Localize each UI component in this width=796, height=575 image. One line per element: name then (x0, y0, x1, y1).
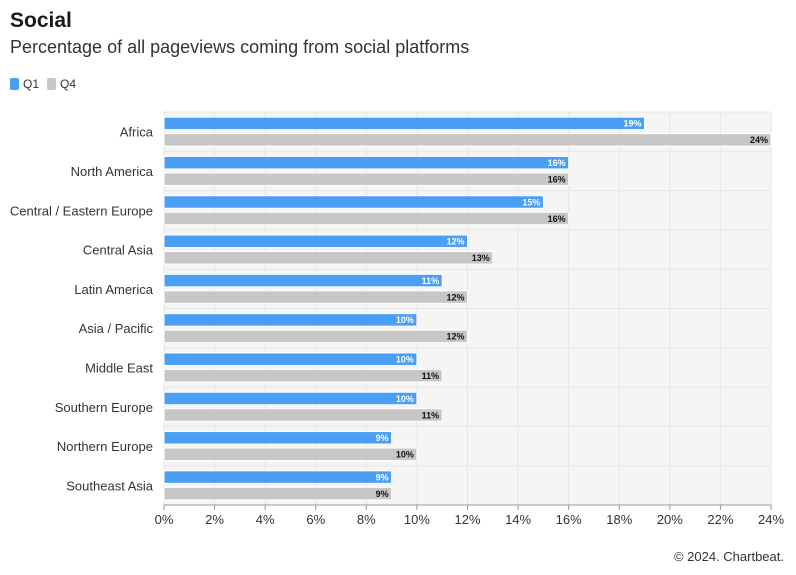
category-label: North America (71, 164, 154, 179)
x-tick-label: 16% (556, 512, 582, 527)
category-label: Asia / Pacific (79, 321, 154, 336)
legend-swatch-q4 (47, 78, 57, 90)
chart-title: Social (10, 9, 72, 32)
bar-q1 (163, 273, 443, 288)
data-label-q1: 9% (376, 433, 389, 443)
category-label: Southeast Asia (66, 478, 153, 493)
x-tick-label: 18% (606, 512, 632, 527)
category-label: Northern Europe (57, 439, 153, 454)
copyright-footer: © 2024. Chartbeat. (673, 549, 784, 564)
data-label-q1: 16% (548, 158, 566, 168)
data-label-q4: 9% (376, 489, 389, 499)
category-label: Central Asia (83, 243, 154, 258)
legend-item-q1[interactable]: Q1 (10, 77, 39, 91)
x-tick-label: 0% (155, 512, 174, 527)
category-label: Middle East (85, 360, 153, 375)
bar-q4 (163, 329, 468, 344)
chart-subtitle: Percentage of all pageviews coming from … (10, 37, 470, 57)
data-label-q1: 19% (624, 119, 642, 129)
x-tick-label: 12% (454, 512, 480, 527)
bar-q1 (163, 470, 393, 484)
legend: Q1 Q4 (10, 77, 84, 91)
legend-item-q4[interactable]: Q4 (47, 77, 76, 91)
bar-q1 (163, 391, 418, 406)
x-tick-label: 14% (505, 512, 531, 527)
x-tick-label: 22% (707, 512, 733, 527)
data-label-q4: 12% (446, 292, 464, 302)
bar-q4 (163, 368, 443, 383)
legend-label-q4: Q4 (60, 77, 77, 91)
legend-swatch-q1 (10, 78, 19, 90)
data-label-q1: 15% (522, 197, 540, 207)
category-label: Central / Eastern Europe (10, 203, 153, 218)
data-label-q4: 11% (422, 410, 440, 420)
data-label-q4: 16% (548, 214, 566, 224)
data-label-q4: 24% (750, 135, 768, 145)
data-label-q4: 16% (548, 174, 566, 184)
data-label-q1: 10% (396, 354, 414, 364)
bar-q1 (163, 116, 646, 131)
bar-q4 (163, 133, 772, 147)
data-label-q1: 12% (446, 237, 464, 247)
bar-q4 (163, 211, 570, 226)
data-label-q1: 9% (376, 472, 389, 482)
x-tick-label: 8% (357, 512, 376, 527)
category-label: Southern Europe (55, 400, 153, 415)
bar-q4 (163, 486, 393, 501)
bar-q1 (163, 155, 570, 170)
data-label-q4: 12% (446, 332, 464, 342)
legend-label-q1: Q1 (23, 77, 40, 91)
x-tick-label: 20% (657, 512, 683, 527)
x-tick-label: 10% (404, 512, 430, 527)
x-tick-label: 2% (205, 512, 224, 527)
category-label: Latin America (74, 282, 154, 297)
bar-q1 (163, 195, 544, 209)
data-label-q1: 10% (396, 394, 414, 404)
x-tick-label: 24% (758, 512, 784, 527)
data-label-q4: 10% (396, 450, 414, 460)
bar-q1 (163, 431, 393, 445)
bar-q1 (163, 313, 418, 327)
bar-q1 (163, 352, 418, 366)
data-label-q1: 10% (396, 315, 414, 325)
bar-q1 (163, 234, 468, 249)
category-label: Africa (120, 125, 154, 140)
bar-q4 (163, 290, 468, 304)
data-label-q1: 11% (422, 276, 440, 286)
x-tick-label: 4% (256, 512, 275, 527)
bar-q4 (163, 172, 570, 186)
data-label-q4: 13% (472, 253, 490, 263)
bar-q4 (163, 251, 494, 265)
bar-q4 (163, 408, 443, 422)
data-label-q4: 11% (422, 371, 440, 381)
bar-q4 (163, 447, 418, 462)
x-tick-label: 6% (306, 512, 325, 527)
